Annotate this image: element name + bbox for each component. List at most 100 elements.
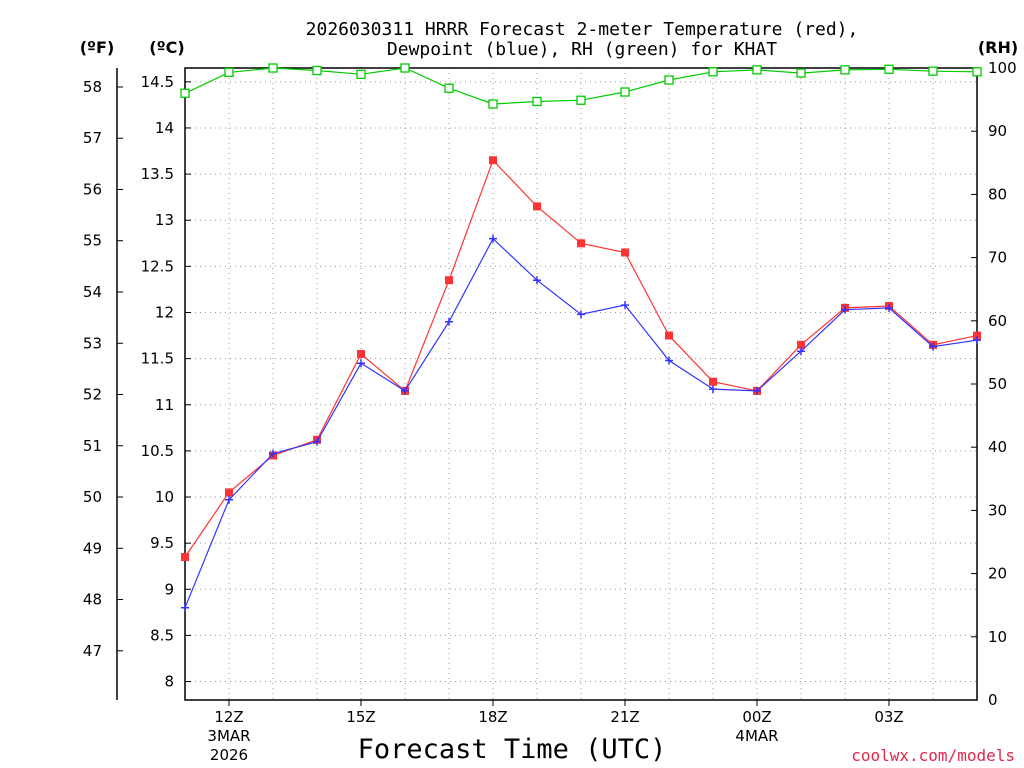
fahrenheit-tick-label: 53 (83, 334, 102, 352)
temperature-point (665, 331, 673, 340)
year-label: 2026 (210, 746, 248, 764)
rh-point (180, 88, 190, 98)
celsius-axis: 8 8.5 9 9.5 10 10.5 11 11.5 12 12.5 13 13.5 14 14.5 (141, 73, 191, 691)
date-label: 4MAR (735, 727, 778, 745)
celsius-tick-label: 13 (155, 211, 174, 229)
celsius-tick-label: 8.5 (150, 626, 174, 644)
rh-point (312, 65, 322, 76)
time-tick-label: 12Z (214, 708, 243, 726)
dewpoint-point (709, 385, 717, 394)
celsius-unit-label: (ºC) (149, 38, 184, 57)
celsius-tick-label: 10.5 (141, 442, 174, 460)
fahrenheit-tick-label: 56 (83, 180, 102, 198)
fahrenheit-tick-label: 55 (83, 232, 102, 250)
temperature-point (445, 276, 453, 285)
dewpoint-point (577, 310, 585, 319)
celsius-tick-label: 11 (155, 396, 174, 414)
rh-point (356, 69, 366, 79)
rh-point (488, 99, 498, 109)
dewpoint-point (753, 386, 761, 395)
celsius-tick-label: 12.5 (141, 257, 174, 275)
temperature-point (973, 331, 981, 340)
date-label: 3MAR (207, 727, 250, 745)
fahrenheit-tick-label: 52 (83, 386, 102, 404)
time-tick-label: 15Z (346, 708, 375, 726)
temperature-point (621, 248, 629, 257)
dewpoint-point (445, 317, 453, 326)
dewpoint-point (841, 305, 849, 314)
dewpoint-point (885, 303, 893, 312)
celsius-tick-label: 12 (155, 303, 174, 321)
rh-point (928, 66, 938, 76)
rh-tick-label: 30 (988, 501, 1007, 519)
chart-title-line2: Dewpoint (blue), RH (green) for KHAT (387, 39, 777, 60)
fahrenheit-tick-label: 54 (83, 283, 102, 301)
dewpoint-point (225, 495, 233, 504)
celsius-tick-label: 10 (155, 488, 174, 506)
fahrenheit-unit-label: (ºF) (80, 38, 115, 57)
series-group (180, 63, 982, 612)
fahrenheit-tick-label: 58 (83, 78, 102, 96)
temperature-point (533, 202, 541, 211)
dewpoint-point (357, 359, 365, 368)
rh-point (532, 96, 542, 107)
fahrenheit-tick-label: 49 (83, 539, 102, 557)
rh-tick-label: 80 (988, 185, 1007, 203)
rh-tick-label: 0 (988, 691, 998, 709)
rh-point (884, 64, 894, 74)
rh-tick-label: 40 (988, 438, 1007, 456)
rh-point (620, 87, 630, 97)
dewpoint-point (665, 356, 673, 365)
time-tick-label: 00Z (742, 708, 771, 726)
gridlines (185, 68, 977, 700)
temperature-point (181, 552, 189, 561)
fahrenheit-tick-label: 51 (83, 437, 102, 455)
dewpoint-point (621, 301, 629, 310)
fahrenheit-tick-label: 50 (83, 488, 102, 506)
rh-tick-label: 60 (988, 312, 1007, 330)
dewpoint-point (533, 276, 541, 285)
time-tick-label: 18Z (478, 708, 507, 726)
celsius-tick-label: 11.5 (141, 350, 174, 368)
celsius-tick-label: 9 (164, 580, 174, 598)
temperature-point (577, 239, 585, 248)
temperature-point (357, 350, 365, 359)
temperature-point (797, 340, 805, 349)
celsius-tick-label: 14 (155, 119, 174, 137)
rh-axis: 0 10 20 30 40 50 60 70 80 90 100 (971, 59, 1017, 709)
dewpoint-point (313, 437, 321, 446)
temperature-point (225, 488, 233, 497)
dewpoint-point (181, 603, 189, 612)
chart-title-line1: 2026030311 HRRR Forecast 2-meter Tempera… (306, 19, 859, 40)
temperature-point (489, 156, 497, 165)
rh-point (796, 68, 806, 78)
rh-point (224, 67, 234, 78)
dewpoint-point (269, 449, 277, 458)
rh-point (972, 67, 982, 77)
rh-unit-label: (RH) (978, 38, 1018, 57)
rh-point (752, 65, 762, 75)
watermark: coolwx.com/models (851, 746, 1015, 765)
rh-tick-label: 90 (988, 122, 1007, 140)
rh-tick-label: 50 (988, 375, 1007, 393)
fahrenheit-axis: 47 48 49 50 51 52 53 54 55 56 57 58 (83, 78, 123, 660)
dewpoint-point (797, 347, 805, 356)
dewpoint-point (401, 386, 409, 395)
temperature-point (709, 377, 717, 386)
rh-tick-label: 100 (988, 59, 1017, 77)
dewpoint-point (489, 234, 497, 243)
rh-tick-label: 20 (988, 565, 1007, 583)
celsius-tick-label: 13.5 (141, 165, 174, 183)
rh-point (444, 83, 454, 93)
rh-point (576, 95, 586, 105)
x-axis-title: Forecast Time (UTC) (358, 734, 667, 765)
rh-tick-label: 70 (988, 249, 1007, 267)
time-tick-label: 03Z (874, 708, 903, 726)
rh-point (400, 63, 410, 73)
rh-point (268, 63, 278, 73)
rh-tick-label: 10 (988, 628, 1007, 646)
fahrenheit-tick-label: 57 (83, 129, 102, 147)
celsius-tick-label: 14.5 (141, 73, 174, 91)
